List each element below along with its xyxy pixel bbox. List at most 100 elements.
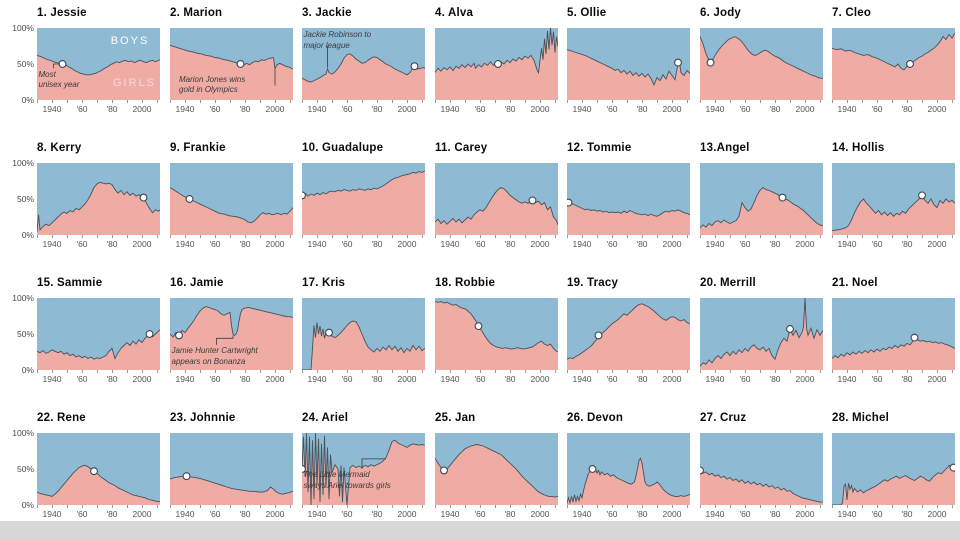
x-tick-1950 — [862, 235, 863, 238]
x-tick-label-1960: '60 — [739, 374, 751, 384]
x-tick-1980 — [112, 370, 113, 373]
x-tick-1960 — [215, 100, 216, 103]
x-tick-2000 — [275, 100, 276, 103]
y-tick-label-0: 0% — [21, 500, 34, 510]
x-tick-label-1960: '60 — [209, 374, 221, 384]
x-tick-2010 — [820, 235, 821, 238]
x-tick-1940 — [847, 235, 848, 238]
x-tick-2000 — [672, 370, 673, 373]
x-tick-1970 — [627, 505, 628, 508]
most-unisex-year-dot — [90, 467, 98, 476]
x-tick-1960 — [82, 370, 83, 373]
girls-area — [302, 53, 425, 100]
x-tick-1960 — [480, 370, 481, 373]
x-tick-1950 — [730, 505, 731, 508]
x-tick-1960 — [347, 100, 348, 103]
chart-plot-alva — [435, 28, 558, 100]
x-tick-1990 — [525, 100, 526, 103]
girls-area — [170, 45, 293, 100]
x-tick-label-1940: 1940 — [837, 239, 857, 249]
x-tick-1940 — [582, 100, 583, 103]
x-tick-label-1940: 1940 — [307, 509, 327, 519]
x-tick-label-1980: '80 — [239, 104, 251, 114]
x-tick-label-1940: 1940 — [440, 374, 460, 384]
most-unisex-year-dot — [302, 465, 306, 473]
x-tick-1960 — [745, 505, 746, 508]
pct-line — [700, 470, 823, 503]
x-tick-2010 — [687, 100, 688, 103]
x-tick-label-2000: 2000 — [795, 239, 815, 249]
x-tick-label-1940: 1940 — [42, 104, 62, 114]
x-tick-1950 — [730, 235, 731, 238]
most-unisex-year-dot — [567, 198, 573, 207]
x-tick-label-1940: 1940 — [837, 374, 857, 384]
x-tick-2000 — [540, 370, 541, 373]
pct-line — [832, 194, 955, 232]
x-tick-1980 — [245, 235, 246, 238]
x-tick-1940 — [847, 370, 848, 373]
chart-plot-cruz — [700, 433, 823, 505]
x-tick-2010 — [290, 505, 291, 508]
x-tick-label-1980: '80 — [504, 374, 516, 384]
chart-plot-devon — [567, 433, 690, 505]
x-tick-1990 — [127, 505, 128, 508]
girls-area — [302, 170, 425, 235]
x-tick-1930 — [37, 100, 38, 103]
x-tick-1930 — [700, 370, 701, 373]
x-tick-2000 — [805, 370, 806, 373]
pct-line — [302, 433, 425, 505]
x-tick-1940 — [847, 505, 848, 508]
chart-title-rene: 22. Rene — [37, 412, 86, 424]
chart-title-jackie: 3. Jackie — [302, 7, 352, 19]
x-tick-label-1960: '60 — [871, 104, 883, 114]
chart-plot-cleo — [832, 28, 955, 100]
x-tick-label-1960: '60 — [606, 104, 618, 114]
x-tick-label-1980: '80 — [504, 239, 516, 249]
pct-line — [700, 36, 823, 79]
girls-area — [302, 321, 425, 370]
x-tick-2000 — [142, 505, 143, 508]
x-tick-2000 — [407, 505, 408, 508]
x-tick-1950 — [465, 370, 466, 373]
x-tick-label-1960: '60 — [209, 239, 221, 249]
jackie-robinson-note: Jackie Robinson to major league — [303, 30, 372, 50]
x-tick-1970 — [97, 370, 98, 373]
most-unisex-year-dot — [440, 466, 448, 475]
most-unisex-year-dot — [175, 331, 183, 340]
x-tick-1930 — [37, 370, 38, 373]
most-unisex-year-dot — [706, 58, 715, 67]
most-unisex-year-dot — [910, 333, 919, 342]
x-tick-1950 — [332, 100, 333, 103]
chart-plot-sammie — [37, 298, 160, 370]
x-tick-label-1980: '80 — [106, 374, 118, 384]
x-tick-1940 — [450, 370, 451, 373]
chart-title-cruz: 27. Cruz — [700, 412, 747, 424]
x-tick-1970 — [230, 370, 231, 373]
x-tick-2010 — [820, 100, 821, 103]
chart-plot-jamie — [170, 298, 293, 370]
x-tick-1990 — [392, 370, 393, 373]
x-tick-1950 — [597, 505, 598, 508]
most-unisex-year-note: Most unisex year — [38, 69, 80, 90]
x-tick-1960 — [612, 505, 613, 508]
x-tick-1980 — [245, 370, 246, 373]
chart-plot-tracy — [567, 298, 690, 370]
x-tick-label-1960: '60 — [474, 104, 486, 114]
x-tick-1930 — [567, 235, 568, 238]
x-tick-label-1960: '60 — [209, 509, 221, 519]
chart-plot-robbie — [435, 298, 558, 370]
girls-area — [832, 337, 955, 370]
chart-plot-kerry — [37, 163, 160, 235]
chart-title-kerry: 8. Kerry — [37, 142, 82, 154]
x-tick-1990 — [922, 100, 923, 103]
x-tick-label-1960: '60 — [739, 104, 751, 114]
girls-area — [700, 470, 823, 505]
x-tick-label-1940: 1940 — [42, 239, 62, 249]
x-tick-1960 — [347, 370, 348, 373]
x-tick-1970 — [230, 235, 231, 238]
y-tick-label-100: 100% — [12, 23, 34, 33]
x-tick-1970 — [230, 100, 231, 103]
chart-title-ollie: 5. Ollie — [567, 7, 607, 19]
x-tick-1980 — [642, 100, 643, 103]
x-tick-1980 — [377, 235, 378, 238]
